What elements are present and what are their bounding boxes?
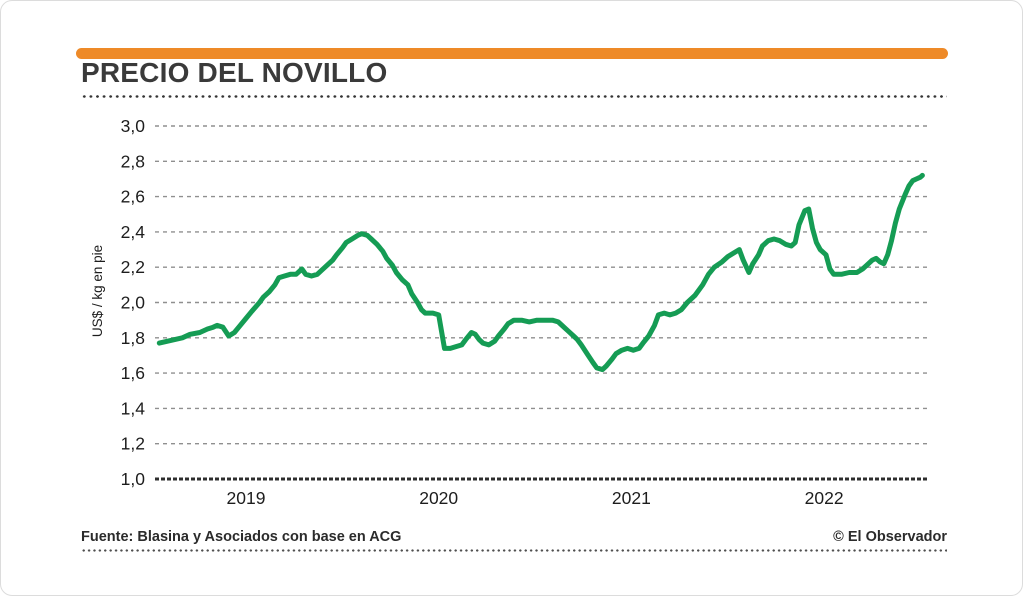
y-tick-label: 2,4 xyxy=(121,222,146,242)
footer: Fuente: Blasina y Asociados con base en … xyxy=(81,529,947,545)
credit-note: © El Observador xyxy=(833,529,947,545)
y-axis-title: US$ / kg en pie xyxy=(90,245,105,337)
x-tick-label: 2020 xyxy=(419,488,458,508)
accent-bar xyxy=(76,48,948,59)
y-tick-label: 2,8 xyxy=(121,151,145,171)
footer-separator xyxy=(81,549,947,552)
line-chart: 3,0 2,8 2,6 2,4 2,2 2,0 1,8 1,6 1,4 1,2 1,0 2019 202… xyxy=(79,101,959,531)
y-tick-label: 2,6 xyxy=(121,187,145,207)
x-tick-label: 2021 xyxy=(612,488,651,508)
price-line xyxy=(156,172,925,373)
y-tick-label: 1,4 xyxy=(121,398,146,418)
y-tick-label: 1,0 xyxy=(121,469,146,489)
y-tick-label: 1,2 xyxy=(121,434,145,454)
title-separator xyxy=(81,95,947,99)
y-tick-label: 3,0 xyxy=(121,116,146,136)
chart-title: PRECIO DEL NOVILLO xyxy=(81,57,388,88)
price-line-chart: 3,0 2,8 2,6 2,4 2,2 2,0 1,8 1,6 1,4 1,2 1,0 2019 202… xyxy=(90,116,927,508)
x-tick-label: 2019 xyxy=(227,488,266,508)
source-note: Fuente: Blasina y Asociados con base en … xyxy=(81,529,402,545)
y-tick-label: 2,0 xyxy=(121,293,146,313)
y-tick-label: 2,2 xyxy=(121,257,145,277)
x-tick-label: 2022 xyxy=(805,488,844,508)
y-tick-label: 1,6 xyxy=(121,363,145,383)
y-tick-label: 1,8 xyxy=(121,328,145,348)
